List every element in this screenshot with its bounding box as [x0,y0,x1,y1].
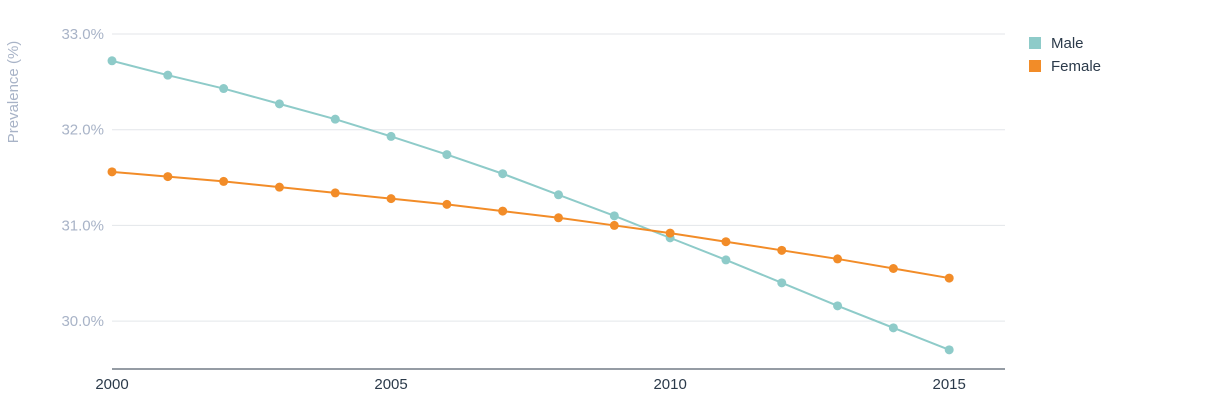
y-tick-label: 31.0% [61,217,104,234]
legend-item-female[interactable]: Female [1029,58,1101,75]
data-point-male[interactable] [554,190,563,200]
gridlines [112,33,1005,322]
data-point-female[interactable] [219,176,229,186]
y-tick-label: 33.0% [61,26,104,43]
data-point-female[interactable] [330,188,340,198]
data-point-female[interactable] [498,206,508,216]
data-point-male[interactable] [609,211,619,221]
series-lines [107,56,954,355]
x-tick-label: 2000 [95,376,128,393]
data-point-male[interactable] [107,56,117,66]
legend-swatch [1029,37,1041,49]
x-tick-label: 2015 [933,376,966,393]
x-tick-label: 2005 [374,376,407,393]
data-point-female[interactable] [665,228,675,238]
data-point-female[interactable] [442,199,452,209]
series-female [107,167,954,283]
y-tick-label: 32.0% [61,122,104,139]
data-point-male[interactable] [888,323,898,333]
legend[interactable]: Male Female [1029,35,1101,75]
axes: 33.0% 32.0% 31.0% 30.0% 2000 2005 2010 2015 Prev… [5,26,1005,393]
series-male [107,56,954,355]
data-point-female[interactable] [386,194,396,204]
data-point-female[interactable] [888,264,898,273]
data-point-female[interactable] [274,182,284,192]
y-tick-label: 30.0% [61,313,104,330]
data-point-female[interactable] [163,172,173,182]
data-point-male[interactable] [833,301,843,311]
legend-item-male[interactable]: Male [1029,35,1084,52]
data-point-male[interactable] [330,114,340,124]
legend-label: Male [1051,35,1084,52]
data-point-male[interactable] [386,131,396,141]
data-point-male[interactable] [163,70,173,80]
data-point-female[interactable] [777,245,787,255]
data-point-male[interactable] [219,84,229,94]
data-point-female[interactable] [833,254,843,264]
data-point-male[interactable] [442,150,452,160]
data-point-female[interactable] [107,167,117,177]
data-point-male[interactable] [498,169,508,179]
y-axis-title: Prevalence (%) [5,41,22,144]
legend-swatch [1029,60,1041,72]
data-point-male[interactable] [274,99,284,109]
series-line-female [111,170,950,280]
data-point-female[interactable] [554,213,563,223]
data-point-female[interactable] [609,220,619,230]
x-tick-label: 2010 [653,376,686,393]
legend-label: Female [1051,58,1101,75]
data-point-male[interactable] [944,345,954,355]
data-point-male[interactable] [721,255,731,265]
data-point-female[interactable] [944,273,954,283]
data-point-female[interactable] [721,237,731,247]
series-line-male [111,59,950,351]
data-point-male[interactable] [777,278,787,288]
